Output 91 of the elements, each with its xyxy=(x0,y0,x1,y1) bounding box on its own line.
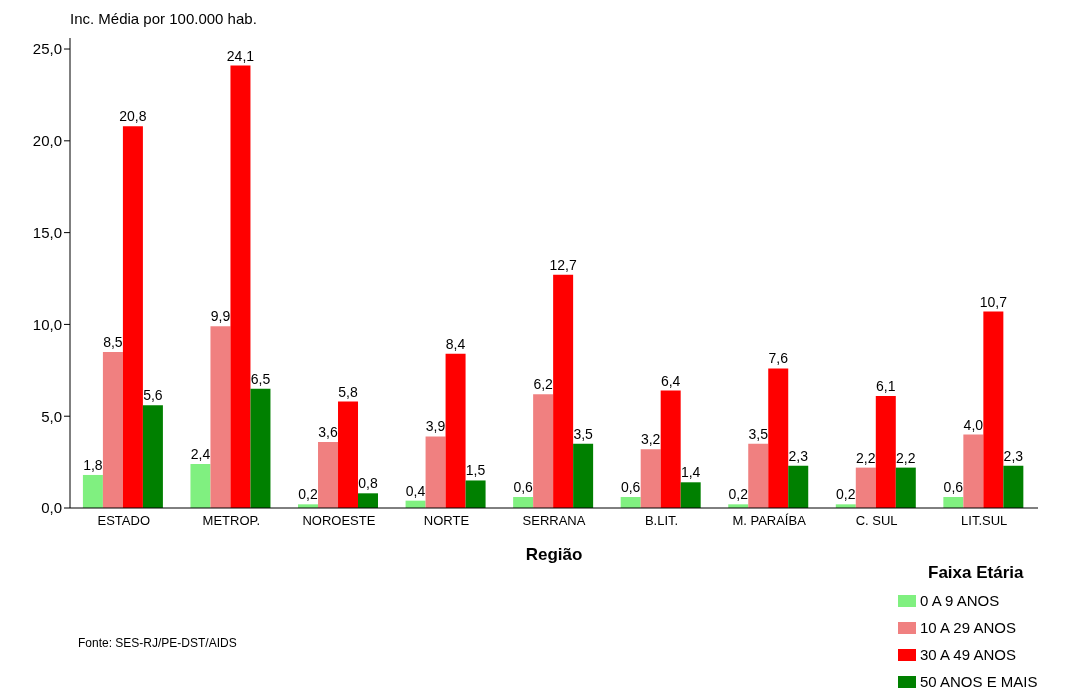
bar xyxy=(425,436,446,508)
legend-label: 10 A 29 ANOS xyxy=(920,619,1016,636)
data-label: 0,6 xyxy=(620,478,641,495)
data-label: 8,5 xyxy=(103,333,123,350)
data-label: 9,9 xyxy=(210,308,231,325)
bar xyxy=(963,434,984,508)
bar xyxy=(122,126,143,508)
x-tick-label: NOROESTE xyxy=(302,513,376,529)
data-label: 5,6 xyxy=(143,387,163,404)
bar xyxy=(768,368,789,508)
data-label: 3,6 xyxy=(318,423,338,440)
bar xyxy=(855,467,876,508)
x-tick-label: SERRANA xyxy=(522,513,586,529)
data-label: 0,6 xyxy=(513,478,534,495)
data-label: 7,6 xyxy=(768,350,789,367)
data-label: 2,4 xyxy=(190,445,211,462)
x-tick-label: METROP. xyxy=(202,513,261,529)
bar xyxy=(142,405,163,508)
data-label: 1,5 xyxy=(465,462,486,479)
data-label: 1,8 xyxy=(83,456,103,473)
bar xyxy=(513,496,534,508)
data-label: 3,9 xyxy=(425,418,446,435)
x-tick-label: ESTADO xyxy=(97,513,151,529)
data-label: 0,8 xyxy=(358,475,378,492)
y-axis-title: Inc. Média por 100.000 hab. xyxy=(70,10,257,27)
bar xyxy=(620,496,641,508)
x-tick-label: NORTE xyxy=(423,513,470,529)
x-axis-title: Região xyxy=(525,545,583,564)
source-note: Fonte: SES-RJ/PE-DST/AIDS xyxy=(78,636,237,650)
bar xyxy=(230,65,251,508)
x-tick-label: B.LIT. xyxy=(644,513,679,529)
legend-label: 50 ANOS E MAIS xyxy=(920,673,1038,690)
bar xyxy=(465,480,486,508)
data-label: 0,2 xyxy=(728,486,749,503)
bar xyxy=(82,474,103,508)
bar xyxy=(943,496,964,508)
bar xyxy=(250,388,271,508)
x-tick-label: M. PARAÍBA xyxy=(732,513,807,529)
bar xyxy=(533,394,554,508)
bar xyxy=(553,274,574,508)
bar xyxy=(210,326,231,508)
bar xyxy=(102,351,123,508)
data-label: 2,2 xyxy=(856,449,876,466)
data-label: 10,7 xyxy=(979,293,1008,310)
bar xyxy=(640,449,661,508)
data-label: 4,0 xyxy=(963,416,984,433)
y-tick-label: 10,0 xyxy=(32,315,62,333)
bar xyxy=(318,441,339,508)
legend-label: 0 A 9 ANOS xyxy=(920,592,1000,609)
y-tick-label: 20,0 xyxy=(32,132,62,150)
bar xyxy=(680,482,701,508)
bar xyxy=(358,493,379,508)
data-label: 0,2 xyxy=(836,486,856,503)
bar xyxy=(895,467,916,508)
bar xyxy=(875,396,896,508)
data-label: 0,2 xyxy=(298,486,318,503)
data-label: 6,2 xyxy=(533,376,554,393)
data-label: 8,4 xyxy=(445,335,466,352)
x-tick-label: LIT.SUL xyxy=(961,513,1008,529)
data-label: 6,1 xyxy=(876,378,896,395)
y-tick-label: 0,0 xyxy=(41,499,62,517)
bar xyxy=(788,465,809,508)
y-tick-label: 5,0 xyxy=(41,407,62,425)
data-label: 6,4 xyxy=(660,372,681,389)
bar xyxy=(445,353,466,508)
y-tick-label: 25,0 xyxy=(32,40,62,58)
bar xyxy=(190,463,211,508)
data-label: 3,2 xyxy=(640,431,661,448)
bar xyxy=(660,390,681,508)
data-label: 0,4 xyxy=(405,482,426,499)
x-tick-label: C. SUL xyxy=(855,513,898,529)
bar xyxy=(748,443,769,508)
legend-title: Faixa Etária xyxy=(928,563,1025,583)
data-label: 5,8 xyxy=(338,383,358,400)
data-label: 12,7 xyxy=(549,256,577,273)
data-label: 1,4 xyxy=(680,464,701,481)
data-label: 24,1 xyxy=(226,47,255,64)
bar xyxy=(573,443,594,508)
data-label: 3,5 xyxy=(573,425,594,442)
data-label: 0,6 xyxy=(943,478,964,495)
bar xyxy=(983,311,1004,508)
bar xyxy=(338,401,359,508)
y-tick-label: 15,0 xyxy=(32,223,62,241)
data-label: 2,3 xyxy=(788,447,809,464)
data-label: 3,5 xyxy=(748,425,769,442)
data-label: 2,3 xyxy=(1003,447,1024,464)
legend-label: 30 A 49 ANOS xyxy=(920,646,1016,663)
data-label: 2,2 xyxy=(896,449,916,466)
data-label: 20,8 xyxy=(119,108,147,125)
data-label: 6,5 xyxy=(250,370,271,387)
bar xyxy=(1003,465,1024,508)
